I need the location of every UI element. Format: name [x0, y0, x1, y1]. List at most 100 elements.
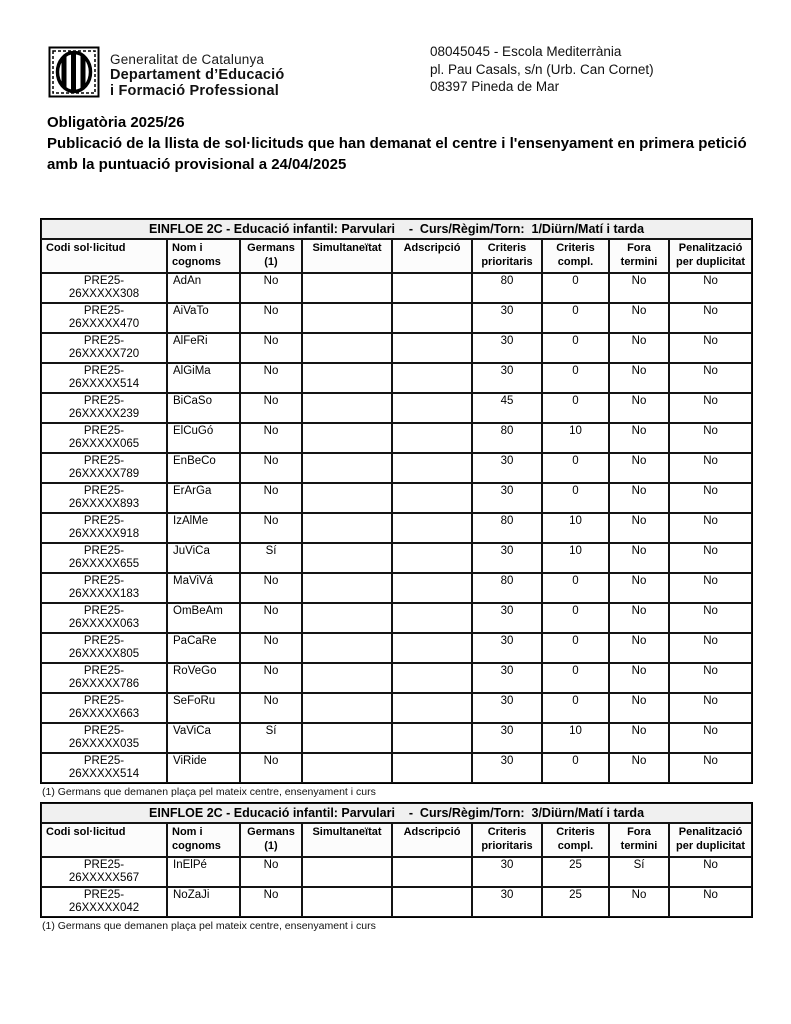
cell-penalitzacio: No [669, 573, 753, 603]
table-body: PRE25- 26XXXXX308 AdAn No 80 0 No No PRE25- 26XXX… [41, 273, 753, 783]
cell-germans: No [240, 573, 302, 603]
cell-adscripcio [392, 663, 472, 693]
cell-nom: InElPé [167, 857, 240, 887]
cell-simultaneitat [302, 363, 392, 393]
school-street: pl. Pau Casals, s/n (Urb. Can Cornet) [430, 61, 654, 77]
cell-nom: PaCaRe [167, 633, 240, 663]
cell-nom: JuViCa [167, 543, 240, 573]
cell-criteris_compl: 0 [542, 333, 609, 363]
table-row: PRE25- 26XXXXX239 BiCaSo No 45 0 No No [41, 393, 753, 423]
cell-fora_termini: No [609, 423, 669, 453]
cell-fora_termini: No [609, 887, 669, 917]
cell-germans: No [240, 273, 302, 303]
org-name-block: Generalitat de Catalunya Departament d’E… [110, 46, 284, 99]
cell-codi: PRE25- 26XXXXX470 [41, 303, 167, 333]
cell-simultaneitat [302, 573, 392, 603]
cell-penalitzacio: No [669, 423, 753, 453]
table-row: PRE25- 26XXXXX514 AlGiMa No 30 0 No No [41, 363, 753, 393]
cell-penalitzacio: No [669, 483, 753, 513]
cell-criteris_prioritaris: 80 [472, 423, 542, 453]
cell-codi: PRE25- 26XXXXX514 [41, 753, 167, 783]
cell-penalitzacio: No [669, 633, 753, 663]
cell-codi: PRE25- 26XXXXX308 [41, 273, 167, 303]
cell-adscripcio [392, 573, 472, 603]
cell-penalitzacio: No [669, 393, 753, 423]
cell-penalitzacio: No [669, 663, 753, 693]
cell-germans: No [240, 423, 302, 453]
cell-criteris_prioritaris: 30 [472, 663, 542, 693]
cell-fora_termini: No [609, 303, 669, 333]
cell-fora_termini: No [609, 363, 669, 393]
cell-criteris_prioritaris: 45 [472, 393, 542, 423]
cell-penalitzacio: No [669, 753, 753, 783]
cell-simultaneitat [302, 303, 392, 333]
table-row: PRE25- 26XXXXX035 VaViCa Sí 30 10 No No [41, 723, 753, 753]
cell-codi: PRE25- 26XXXXX042 [41, 887, 167, 917]
cell-germans: No [240, 887, 302, 917]
column-header: Penalització per duplicitat [669, 823, 753, 857]
cell-codi: PRE25- 26XXXXX063 [41, 603, 167, 633]
cell-simultaneitat [302, 753, 392, 783]
cell-codi: PRE25- 26XXXXX663 [41, 693, 167, 723]
cell-simultaneitat [302, 857, 392, 887]
cell-codi: PRE25- 26XXXXX720 [41, 333, 167, 363]
cell-penalitzacio: No [669, 363, 753, 393]
cell-penalitzacio: No [669, 693, 753, 723]
cell-adscripcio [392, 483, 472, 513]
cell-simultaneitat [302, 513, 392, 543]
cell-adscripcio [392, 887, 472, 917]
column-header: Germans (1) [240, 823, 302, 857]
table-row: PRE25- 26XXXXX063 OmBeAm No 30 0 No No [41, 603, 753, 633]
school-address-block: 08045045 - Escola Mediterrània pl. Pau C… [430, 43, 654, 96]
applications-table: EINFLOE 2C - Educació infantil: Parvular… [40, 802, 754, 918]
cell-criteris_compl: 0 [542, 393, 609, 423]
table-row: PRE25- 26XXXXX308 AdAn No 80 0 No No [41, 273, 753, 303]
cell-nom: ElCuGó [167, 423, 240, 453]
table-row: PRE25- 26XXXXX786 RoVeGo No 30 0 No No [41, 663, 753, 693]
cell-germans: No [240, 363, 302, 393]
cell-germans: No [240, 483, 302, 513]
cell-criteris_prioritaris: 30 [472, 857, 542, 887]
cell-germans: No [240, 513, 302, 543]
cell-criteris_compl: 0 [542, 363, 609, 393]
cell-germans: No [240, 663, 302, 693]
cell-adscripcio [392, 693, 472, 723]
cell-nom: VaViCa [167, 723, 240, 753]
table-row: PRE25- 26XXXXX514 ViRide No 30 0 No No [41, 753, 753, 783]
cell-fora_termini: No [609, 663, 669, 693]
cell-criteris_compl: 0 [542, 693, 609, 723]
applications-table-section-1: EINFLOE 2C - Educació infantil: Parvular… [40, 218, 754, 799]
cell-adscripcio [392, 723, 472, 753]
applications-table: EINFLOE 2C - Educació infantil: Parvular… [40, 218, 754, 784]
column-header: Codi sol·licitud [41, 823, 167, 857]
cell-criteris_compl: 0 [542, 603, 609, 633]
cell-criteris_compl: 10 [542, 423, 609, 453]
cell-nom: AiVaTo [167, 303, 240, 333]
column-header: Adscripció [392, 823, 472, 857]
cell-codi: PRE25- 26XXXXX567 [41, 857, 167, 887]
cell-codi: PRE25- 26XXXXX035 [41, 723, 167, 753]
cell-simultaneitat [302, 453, 392, 483]
cell-penalitzacio: No [669, 723, 753, 753]
cell-criteris_prioritaris: 30 [472, 887, 542, 917]
table-caption: EINFLOE 2C - Educació infantil: Parvular… [41, 803, 753, 823]
cell-germans: No [240, 693, 302, 723]
cell-germans: Sí [240, 723, 302, 753]
table-row: PRE25- 26XXXXX918 IzAlMe No 80 10 No No [41, 513, 753, 543]
cell-simultaneitat [302, 393, 392, 423]
column-header: Fora termini [609, 239, 669, 273]
table-footnote: (1) Germans que demanen plaça pel mateix… [42, 920, 376, 932]
cell-codi: PRE25- 26XXXXX805 [41, 633, 167, 663]
table-row: PRE25- 26XXXXX893 ErArGa No 30 0 No No [41, 483, 753, 513]
table-row: PRE25- 26XXXXX042 NoZaJi No 30 25 No No [41, 887, 753, 917]
cell-adscripcio [392, 453, 472, 483]
column-header: Fora termini [609, 823, 669, 857]
table-row: PRE25- 26XXXXX065 ElCuGó No 80 10 No No [41, 423, 753, 453]
cell-adscripcio [392, 333, 472, 363]
org-line: Departament d’Educació [110, 67, 285, 83]
table-header-row: Codi sol·licitud Nom i cognoms Germans (1)… [41, 239, 753, 273]
cell-criteris_compl: 0 [542, 633, 609, 663]
column-header: Criteris prioritaris [472, 823, 542, 857]
cell-codi: PRE25- 26XXXXX655 [41, 543, 167, 573]
